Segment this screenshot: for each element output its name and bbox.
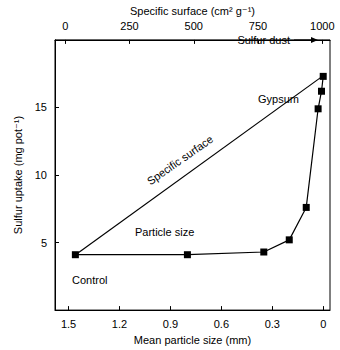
svg-text:Control: Control (72, 274, 107, 286)
svg-text:250: 250 (120, 20, 138, 32)
svg-text:0: 0 (320, 318, 326, 330)
svg-text:1.5: 1.5 (61, 318, 76, 330)
svg-text:1.2: 1.2 (112, 318, 127, 330)
svg-text:0.6: 0.6 (214, 318, 229, 330)
svg-text:Gypsum: Gypsum (258, 93, 299, 105)
svg-text:750: 750 (249, 20, 267, 32)
svg-text:5: 5 (41, 237, 47, 249)
svg-text:Sulfur uptake (mg pot⁻¹): Sulfur uptake (mg pot⁻¹) (12, 116, 24, 234)
svg-text:Particle size: Particle size (135, 226, 194, 238)
svg-text:1000: 1000 (310, 20, 334, 32)
svg-text:0.9: 0.9 (163, 318, 178, 330)
svg-text:0: 0 (62, 20, 68, 32)
svg-text:Sulfur dust: Sulfur dust (237, 34, 290, 46)
svg-text:Specific surface (cm² g⁻¹): Specific surface (cm² g⁻¹) (130, 5, 255, 17)
svg-text:10: 10 (35, 169, 47, 181)
svg-text:15: 15 (35, 101, 47, 113)
svg-text:500: 500 (185, 20, 203, 32)
svg-text:Mean particle size (mm): Mean particle size (mm) (134, 334, 251, 346)
svg-text:Specific surface: Specific surface (144, 132, 216, 188)
svg-text:0.3: 0.3 (265, 318, 280, 330)
